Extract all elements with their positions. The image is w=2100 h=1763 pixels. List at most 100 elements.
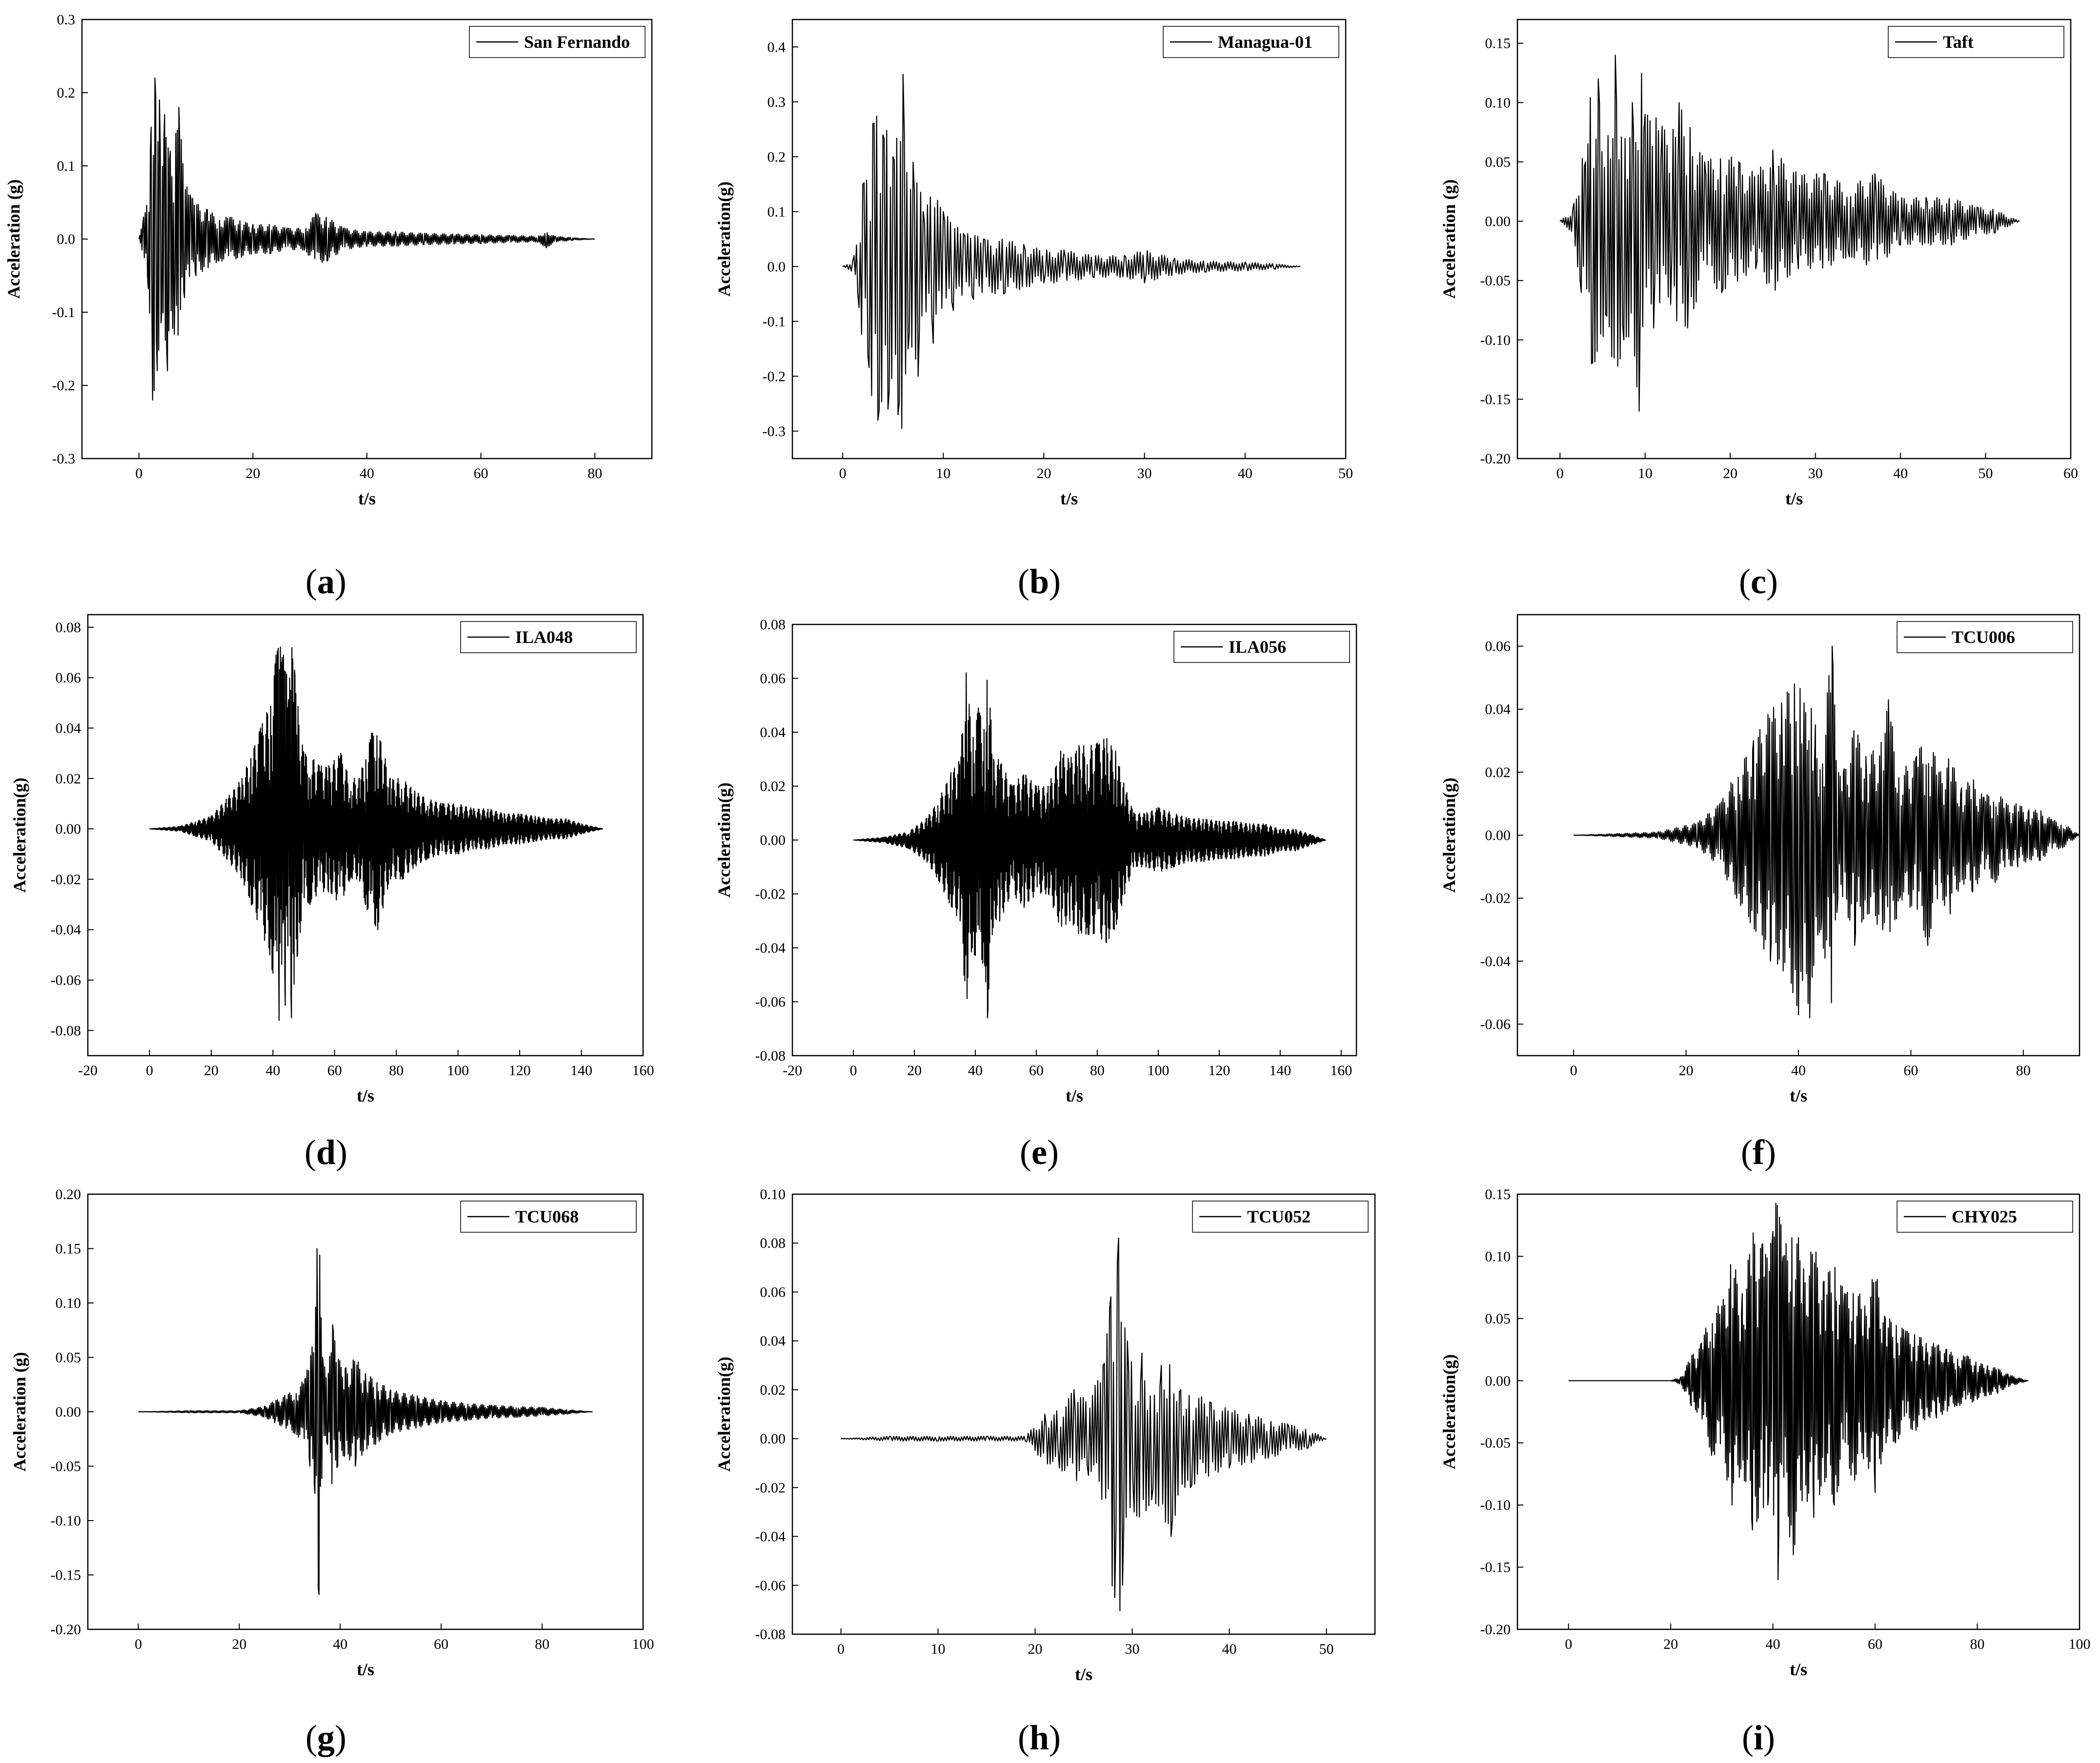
y-tick-label: 0.1 xyxy=(57,158,76,174)
x-tick-label: 10 xyxy=(936,465,950,481)
panel-label: (f) xyxy=(1741,1133,1776,1172)
legend-label: ILA048 xyxy=(515,627,573,647)
x-tick-label: 0 xyxy=(849,1062,857,1079)
panel-label: (i) xyxy=(1742,1718,1775,1757)
x-tick-label: 80 xyxy=(587,465,602,481)
x-tick-label: 50 xyxy=(1979,465,1993,481)
x-tick-label: 20 xyxy=(1028,1641,1043,1657)
x-tick-label: 20 xyxy=(907,1062,922,1079)
x-tick-label: 40 xyxy=(968,1062,983,1079)
panel-d: -20 0 20 40 60 80 100 120 140 160 -0.08 -0.06 -0.04 -… xyxy=(10,614,654,1172)
x-tick-label: 20 xyxy=(1679,1062,1694,1079)
x-tick-label: 30 xyxy=(1808,465,1823,481)
x-tick-label: 20 xyxy=(1723,465,1737,481)
x-axis-title: t/s xyxy=(357,1660,374,1679)
y-axis-title: Acceleration(g) xyxy=(714,1357,734,1472)
y-tick-label: 0.06 xyxy=(56,670,81,686)
y-tick-label: 0.02 xyxy=(760,779,786,795)
x-tick-label: 0 xyxy=(839,465,847,481)
panels-root: 0 20 40 60 80 -0.3 -0.2 -0.1 0.0 0.1 0.2 0.3 t/s Acce… xyxy=(4,12,2091,1757)
y-tick-label: 0.4 xyxy=(767,39,786,55)
legend-label: ILA056 xyxy=(1229,637,1286,657)
series-line xyxy=(1574,645,2080,1019)
x-tick-label: 0 xyxy=(837,1641,845,1657)
y-tick-label: 0.05 xyxy=(1485,1311,1511,1327)
y-tick-label: 0.06 xyxy=(760,671,786,687)
x-tick-label: 20 xyxy=(1663,1636,1678,1652)
series-line xyxy=(138,77,595,401)
x-axis-title: t/s xyxy=(1075,1664,1092,1684)
y-tick-label: 0.00 xyxy=(1485,214,1511,230)
x-tick-label: 160 xyxy=(632,1062,654,1079)
x-tick-label: 100 xyxy=(1147,1062,1169,1079)
x-tick-label: 160 xyxy=(1330,1062,1352,1079)
y-tick-label: 0.04 xyxy=(760,1333,786,1349)
y-tick-label: 0.10 xyxy=(760,1186,786,1202)
y-tick-label: 0.02 xyxy=(1485,764,1511,781)
x-tick-label: 0 xyxy=(146,1062,153,1079)
x-tick-label: 40 xyxy=(1791,1062,1806,1079)
x-tick-label: 40 xyxy=(1893,465,1908,481)
y-tick-label: 0.04 xyxy=(1485,701,1511,718)
y-tick-label: 0.05 xyxy=(56,1350,81,1366)
panel-h: 0 10 20 30 40 50 -0.08 -0.06 -0.04 -0.02 0.00 0.02 0… xyxy=(714,1186,1376,1757)
y-axis-title: Acceleration (g) xyxy=(10,1352,29,1472)
x-tick-label: 0 xyxy=(1565,1636,1572,1652)
x-tick-label: 140 xyxy=(570,1062,592,1079)
y-axis-title: Acceleration(g) xyxy=(1439,1354,1459,1469)
x-axis-title: t/s xyxy=(1060,489,1078,508)
y-tick-label: 0.0 xyxy=(767,259,786,275)
y-tick-label: -0.05 xyxy=(1480,1435,1511,1451)
y-tick-label: 0.2 xyxy=(767,149,786,165)
x-tick-label: 40 xyxy=(1238,465,1252,481)
plot-frame xyxy=(87,614,644,1057)
plot-frame xyxy=(791,19,1347,460)
y-tick-label: 0.15 xyxy=(1485,36,1511,52)
y-tick-label: 0.15 xyxy=(1485,1186,1511,1202)
legend-label: TCU006 xyxy=(1952,627,2015,647)
x-axis-title: t/s xyxy=(1066,1086,1083,1105)
y-axis-title: Acceleration (g) xyxy=(1439,180,1459,299)
panel-c: 0 10 20 30 40 50 60 -0.20 -0.15 -0.10 -0.05 0.00 0.0… xyxy=(1439,19,2078,601)
x-tick-label: 140 xyxy=(1269,1062,1291,1079)
x-axis-title: t/s xyxy=(358,489,376,508)
x-tick-label: 20 xyxy=(232,1636,246,1652)
x-tick-label: 60 xyxy=(1903,1062,1918,1079)
y-tick-label: -0.05 xyxy=(51,1459,81,1475)
y-tick-label: 0.00 xyxy=(56,1404,81,1420)
y-tick-label: -0.04 xyxy=(1480,953,1511,969)
y-tick-label: -0.10 xyxy=(1480,1497,1511,1513)
y-tick-label: 0.00 xyxy=(56,821,81,837)
x-tick-label: 80 xyxy=(389,1062,404,1079)
y-tick-label: -0.08 xyxy=(51,1022,81,1039)
y-tick-label: -0.05 xyxy=(1480,273,1511,289)
x-tick-label: 10 xyxy=(1638,465,1653,481)
x-tick-label: 60 xyxy=(1868,1636,1882,1652)
y-tick-label: -0.15 xyxy=(1480,391,1511,407)
x-tick-label: 10 xyxy=(931,1641,946,1657)
x-tick-label: 40 xyxy=(265,1062,280,1079)
y-tick-label: 0.0 xyxy=(57,231,76,247)
y-tick-label: 0.20 xyxy=(56,1186,81,1202)
y-tick-label: 0.00 xyxy=(760,832,786,848)
y-tick-label: 0.04 xyxy=(760,724,786,741)
x-tick-label: 60 xyxy=(1029,1062,1044,1079)
x-tick-label: 30 xyxy=(1125,1641,1140,1657)
x-tick-label: 40 xyxy=(360,465,374,481)
x-tick-label: 80 xyxy=(2016,1062,2031,1079)
y-tick-label: 0.08 xyxy=(56,620,81,636)
y-tick-label: 0.02 xyxy=(760,1382,786,1398)
y-tick-label: -0.08 xyxy=(755,1048,786,1064)
y-tick-label: -0.20 xyxy=(1480,1622,1511,1638)
x-tick-label: -20 xyxy=(78,1062,98,1079)
y-tick-label: -0.2 xyxy=(763,368,786,384)
x-tick-label: 50 xyxy=(1319,1641,1334,1657)
x-tick-label: 20 xyxy=(1036,465,1051,481)
x-tick-label: 20 xyxy=(245,465,260,481)
legend-label: Taft xyxy=(1943,32,1974,52)
y-tick-label: 0.06 xyxy=(760,1284,786,1300)
y-tick-label: -0.04 xyxy=(755,940,786,956)
x-tick-label: 40 xyxy=(333,1636,347,1652)
y-tick-label: 0.10 xyxy=(1485,1248,1511,1264)
y-axis-title: Acceleration(g) xyxy=(1439,778,1459,893)
